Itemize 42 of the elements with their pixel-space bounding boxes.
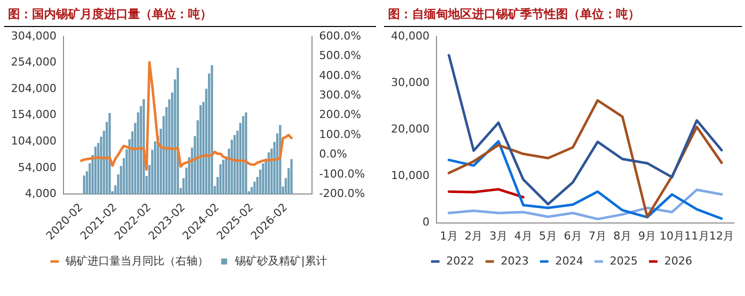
y2-tick-label: 100.0%	[319, 128, 362, 141]
y2-tick-label: 600.0%	[319, 29, 362, 42]
y-tick-label: 0	[422, 216, 430, 229]
x-tick-label: 8月	[613, 229, 632, 242]
x-tick-label: 7月	[588, 229, 607, 242]
y2-tick-label: 500.0%	[319, 49, 362, 62]
x-tick-label: 11月	[684, 229, 710, 242]
x-tick-label: 6月	[564, 229, 582, 242]
x-tick-label: 5月	[539, 229, 558, 242]
y2-tick-label: -100.0%	[319, 167, 366, 180]
legend-label: 锡矿进口量当月同比（右轴）	[64, 254, 209, 268]
y-tick-label: 104,000	[10, 134, 56, 148]
x-tick-label: 10月	[660, 229, 685, 242]
x-tick-label: 2月	[464, 229, 483, 242]
y-tick-label: 4,000	[24, 187, 56, 200]
legend-label: 2024	[555, 254, 584, 268]
legend-label: 锡矿砂及精矿|累计	[234, 254, 327, 268]
x-tick-label: 3月	[489, 229, 508, 242]
y2-tick-label: 300.0%	[319, 88, 362, 102]
x-tick-label: 4月	[514, 229, 532, 242]
y-tick-label: 30,000	[390, 76, 430, 90]
legend-label: 2022	[446, 254, 474, 268]
y-tick-label: 254,000	[10, 56, 56, 69]
y2-tick-label: 0.0%	[319, 148, 348, 161]
y2-tick-label: 400.0%	[319, 68, 362, 82]
legend-label: 2023	[500, 254, 529, 268]
x-tick-label: 1月	[440, 229, 458, 242]
legend-label: 2025	[610, 254, 638, 268]
chart-title: 图：国内锡矿月度进口量（单位：吨）	[4, 4, 376, 27]
y2-tick-label: -200.0%	[319, 187, 366, 200]
y2-tick-label: 200.0%	[319, 108, 362, 122]
chart-title: 图：自缅甸地区进口锡矿季节性图（单位：吨）	[384, 4, 742, 27]
y-tick-label: 10,000	[390, 169, 430, 182]
x-tick-label: 9月	[638, 229, 656, 242]
y-tick-label: 54,000	[18, 160, 56, 174]
y-tick-label: 20,000	[390, 122, 430, 136]
y-tick-label: 40,000	[390, 29, 430, 42]
y-tick-label: 154,000	[10, 108, 56, 122]
legend-label: 2026	[664, 254, 692, 268]
y-tick-label: 204,000	[10, 82, 56, 95]
y-tick-label: 304,000	[10, 29, 56, 42]
x-tick-label: 12月	[709, 229, 734, 242]
